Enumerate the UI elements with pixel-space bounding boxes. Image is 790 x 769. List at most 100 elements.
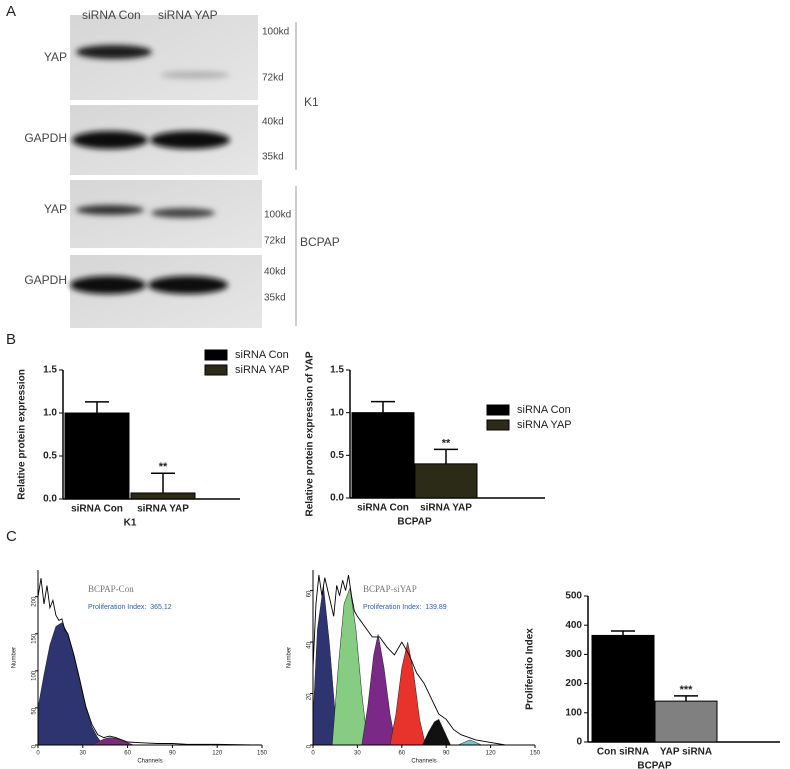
y-tick-label: 0.5 (43, 451, 57, 462)
x-tick-label: 60 (398, 751, 405, 757)
bar (591, 634, 655, 743)
marker: 100kd (262, 27, 289, 38)
group-label: BCPAP (300, 235, 340, 249)
band (150, 131, 230, 149)
y-tick-label: 0.0 (330, 493, 344, 504)
bar (414, 463, 478, 499)
marker: 35kd (264, 293, 286, 304)
marker: 100kd (264, 210, 291, 221)
y-tick-label: 1.0 (330, 407, 344, 418)
x-tick-label: siRNA YAP (137, 504, 189, 515)
plot-title: BCPAP-Con (88, 584, 134, 594)
legend-label: siRNA Con (517, 404, 571, 416)
y-tick-label: 150 (32, 633, 38, 644)
significance: ** (442, 437, 451, 449)
row-label: YAP (44, 202, 67, 216)
row-label: GAPDH (24, 273, 67, 287)
bar (654, 700, 718, 743)
peak-area (389, 642, 426, 746)
histogram-trace (312, 575, 535, 746)
y-tick-label: 50 (32, 707, 38, 714)
x-tick-label: 90 (443, 751, 450, 757)
y-tick-label: 0.0 (43, 494, 57, 505)
x-axis-label: Channels (137, 759, 162, 765)
x-axis-label: BCPAP (397, 517, 432, 528)
x-axis-label: K1 (124, 518, 137, 529)
y-tick-label: 100 (565, 707, 582, 718)
blot-images (70, 15, 297, 328)
x-tick-label: Con siRNA (597, 747, 649, 758)
y-tick-label: 0 (32, 744, 38, 748)
y-tick-label: 0 (307, 744, 313, 748)
marker: 40kd (262, 117, 284, 128)
group-label: K1 (304, 95, 319, 109)
peak-area (37, 622, 104, 746)
marker: 35kd (262, 152, 284, 163)
y-tick-label: 1.5 (330, 365, 344, 376)
legend-label: siRNA YAP (517, 419, 572, 431)
y-tick-label: 400 (565, 620, 582, 631)
band (160, 71, 230, 79)
peak-area (422, 718, 451, 746)
legend-swatch (204, 349, 228, 361)
band (70, 276, 146, 294)
y-tick-label: 300 (565, 649, 582, 660)
row-label: GAPDH (24, 131, 67, 145)
lane-label: siRNA YAP (158, 8, 218, 22)
plot-title: BCPAP-siYAP (363, 584, 417, 594)
marker: 72kd (262, 73, 284, 84)
band (148, 276, 228, 294)
band (76, 205, 144, 215)
y-axis-label: Relative protein expression (17, 369, 28, 500)
panel-label: C (6, 528, 17, 545)
plot-annotation: Proliferation Index: 365.12 (88, 604, 172, 611)
x-tick-label: 90 (169, 751, 176, 757)
marker: 72kd (264, 236, 286, 247)
x-axis-label: Channels (411, 759, 436, 765)
y-axis-label: Relative protein expression of YAP (305, 351, 316, 516)
peak-area (331, 587, 369, 746)
panel-label: B (6, 331, 16, 348)
x-tick-label: 30 (79, 751, 86, 757)
legend-swatch (486, 419, 510, 431)
bar (130, 492, 196, 500)
x-tick-label: siRNA YAP (420, 503, 472, 514)
x-tick-label: siRNA Con (357, 503, 409, 514)
y-axis-label: Proliferatio Index (525, 628, 536, 710)
x-axis-label: BCPAP (637, 761, 672, 769)
x-tick-label: siRNA Con (71, 504, 123, 515)
x-tick-label: 60 (124, 751, 131, 757)
x-tick-label: 150 (257, 751, 268, 757)
y-tick-label: 60 (307, 590, 313, 597)
y-axis-label: Number (287, 647, 293, 668)
y-tick-label: 0.5 (330, 450, 344, 461)
significance: ** (159, 461, 168, 473)
y-axis-label: Number (12, 647, 18, 668)
significance: *** (680, 684, 694, 696)
legend-swatch (204, 364, 228, 376)
lane-label: siRNA Con (82, 8, 141, 22)
legend-label: siRNA Con (235, 349, 289, 361)
bar (351, 412, 415, 499)
legend-swatch (486, 404, 510, 416)
y-tick-label: 0 (576, 737, 582, 748)
x-tick-label: YAP siRNA (660, 747, 712, 758)
row-label: YAP (44, 50, 67, 64)
legend-label: siRNA YAP (235, 364, 290, 376)
x-tick-label: 120 (486, 751, 497, 757)
band (76, 45, 152, 59)
y-tick-label: 500 (565, 591, 582, 602)
y-tick-label: 1.5 (43, 365, 57, 376)
y-tick-label: 200 (565, 678, 582, 689)
panel-label: A (6, 3, 16, 20)
x-tick-label: 30 (354, 751, 361, 757)
y-tick-label: 20 (307, 693, 313, 700)
plot-annotation: Proliferation Index: 139.89 (363, 604, 447, 611)
y-tick-label: 100 (32, 670, 38, 681)
bar (64, 412, 130, 500)
y-tick-label: 200 (32, 596, 38, 607)
y-tick-label: 1.0 (43, 408, 57, 419)
marker: 40kd (264, 267, 286, 278)
